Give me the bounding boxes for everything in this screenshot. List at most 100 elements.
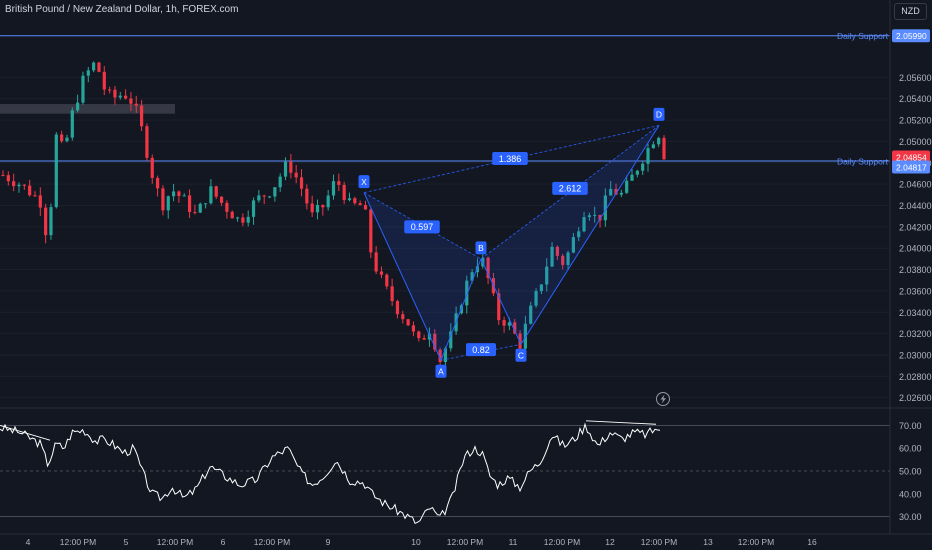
svg-text:2.05990: 2.05990 <box>896 31 927 41</box>
currency-button[interactable]: NZD <box>894 3 927 20</box>
candle <box>433 329 437 353</box>
time-tick-label: 12:00 PM <box>447 537 483 547</box>
pivot-label-x: X <box>358 175 370 189</box>
candle <box>625 175 629 195</box>
price-tick-label: 2.03200 <box>899 329 932 339</box>
candle <box>347 192 352 202</box>
candle <box>203 203 208 209</box>
time-tick-label: 12:00 PM <box>60 537 96 547</box>
svg-text:2.04854: 2.04854 <box>896 152 927 162</box>
candle <box>60 130 64 144</box>
candle <box>603 188 607 227</box>
candle <box>145 123 149 161</box>
candle <box>209 179 213 205</box>
pattern-leg <box>480 258 522 345</box>
price-tick-label: 2.03400 <box>899 308 932 318</box>
candle <box>411 321 416 337</box>
candle <box>246 210 250 227</box>
pattern-triangle-bcd <box>481 125 659 345</box>
svg-text:0.82: 0.82 <box>472 345 490 355</box>
candle <box>641 161 645 176</box>
rsi-line <box>0 422 661 524</box>
candle <box>278 173 282 192</box>
candle <box>225 200 229 219</box>
candle <box>497 288 501 325</box>
candle <box>214 185 218 200</box>
time-tick-label: 6 <box>221 537 226 547</box>
time-tick-label: 10 <box>411 537 421 547</box>
rsi-tick-label: 60.00 <box>899 444 922 454</box>
rsi-scale[interactable]: 70.00 60.00 50.00 40.00 30.00 <box>899 421 922 522</box>
candle <box>555 245 559 260</box>
time-tick-label: 5 <box>124 537 129 547</box>
candle <box>6 171 10 186</box>
candle <box>155 175 160 197</box>
alert-icon[interactable] <box>656 392 670 406</box>
rsi-pane <box>0 420 890 524</box>
candle <box>92 61 96 73</box>
time-scale[interactable]: 4 12:00 PM 5 12:00 PM 6 12:00 PM 9 10 12:00 PM 11… <box>26 537 817 547</box>
time-tick-label: 4 <box>26 537 31 547</box>
support-label: Daily Support <box>837 156 889 166</box>
candle <box>187 189 192 218</box>
candle <box>417 330 421 342</box>
price-tick-label: 2.02800 <box>899 372 932 382</box>
candle <box>171 183 176 202</box>
svg-text:B: B <box>478 243 484 253</box>
rsi-tick-label: 30.00 <box>899 512 922 522</box>
price-flag: 2.05990 <box>892 29 930 43</box>
rsi-trend-line[interactable] <box>585 420 657 425</box>
candle <box>635 169 639 178</box>
candle <box>609 181 613 196</box>
candle <box>22 184 26 190</box>
candle <box>529 301 533 325</box>
candle <box>662 135 666 161</box>
price-tick-label: 2.04600 <box>899 180 932 190</box>
price-tick-label: 2.04000 <box>899 244 932 254</box>
price-tick-label: 2.04200 <box>899 222 932 232</box>
candle <box>305 184 309 210</box>
candle <box>331 174 336 200</box>
candle <box>38 187 42 216</box>
candle <box>81 71 85 105</box>
price-tick-label: 2.03600 <box>899 286 932 296</box>
svg-text:0.597: 0.597 <box>411 222 434 232</box>
candle <box>150 154 154 184</box>
price-scale[interactable]: 2.056002.054002.052002.050002.048002.046… <box>899 73 932 403</box>
time-tick-label: 12:00 PM <box>641 537 677 547</box>
candle <box>598 214 602 228</box>
candle <box>395 299 400 319</box>
zone-box <box>0 104 175 114</box>
svg-text:X: X <box>361 177 367 187</box>
candle <box>390 278 394 306</box>
candle <box>294 164 298 184</box>
candle <box>566 250 570 270</box>
candle <box>353 196 357 205</box>
time-tick-label: 13 <box>703 537 713 547</box>
candle <box>102 66 106 96</box>
time-tick-label: 16 <box>807 537 817 547</box>
harmonic-pattern[interactable]: 1.386 0.597 0.82 2.612 X A B C D <box>358 107 665 378</box>
candle <box>427 327 432 347</box>
rsi-tick-label: 50.00 <box>899 467 922 477</box>
candle <box>49 203 53 240</box>
rsi-trend-line[interactable] <box>0 424 51 441</box>
candle <box>1 170 5 177</box>
candle <box>406 318 410 326</box>
pivot-label-b: B <box>475 241 487 255</box>
supply-zone <box>0 104 175 114</box>
candle <box>177 190 181 203</box>
candle <box>657 136 661 148</box>
candle <box>44 203 48 244</box>
time-tick-label: 9 <box>326 537 331 547</box>
candle <box>422 334 426 340</box>
symbol-title[interactable]: British Pound / New Zealand Dollar, 1h, … <box>5 4 239 15</box>
candle <box>86 66 90 83</box>
ratio-label: 0.597 <box>404 220 440 234</box>
svg-text:1.386: 1.386 <box>499 154 522 164</box>
candle <box>630 168 634 181</box>
pivot-label-c: C <box>515 348 527 362</box>
pattern-leg <box>363 192 442 361</box>
